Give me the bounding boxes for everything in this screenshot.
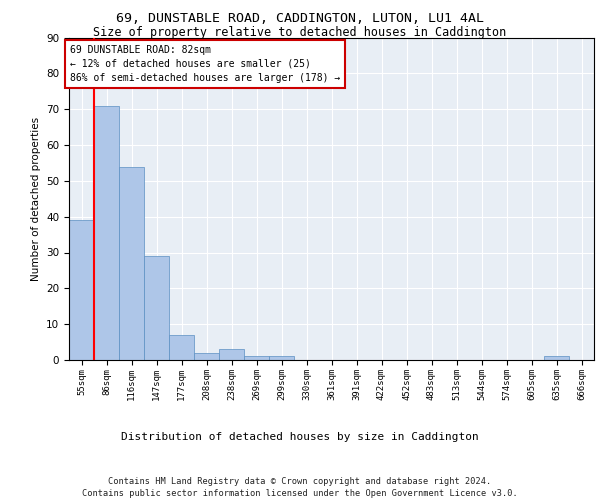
Bar [144, 256, 169, 360]
Bar [194, 353, 219, 360]
Text: Distribution of detached houses by size in Caddington: Distribution of detached houses by size … [121, 432, 479, 442]
Bar [169, 335, 194, 360]
Bar [269, 356, 294, 360]
Text: 69, DUNSTABLE ROAD, CADDINGTON, LUTON, LU1 4AL: 69, DUNSTABLE ROAD, CADDINGTON, LUTON, L… [116, 12, 484, 26]
Bar [69, 220, 94, 360]
Text: Size of property relative to detached houses in Caddington: Size of property relative to detached ho… [94, 26, 506, 39]
Bar [544, 356, 569, 360]
Text: 69 DUNSTABLE ROAD: 82sqm
← 12% of detached houses are smaller (25)
86% of semi-d: 69 DUNSTABLE ROAD: 82sqm ← 12% of detach… [70, 44, 341, 82]
Text: Contains HM Land Registry data © Crown copyright and database right 2024.
Contai: Contains HM Land Registry data © Crown c… [82, 476, 518, 498]
Bar [94, 106, 119, 360]
Bar [219, 349, 244, 360]
Bar [244, 356, 269, 360]
Bar [119, 166, 144, 360]
Y-axis label: Number of detached properties: Number of detached properties [31, 116, 41, 281]
